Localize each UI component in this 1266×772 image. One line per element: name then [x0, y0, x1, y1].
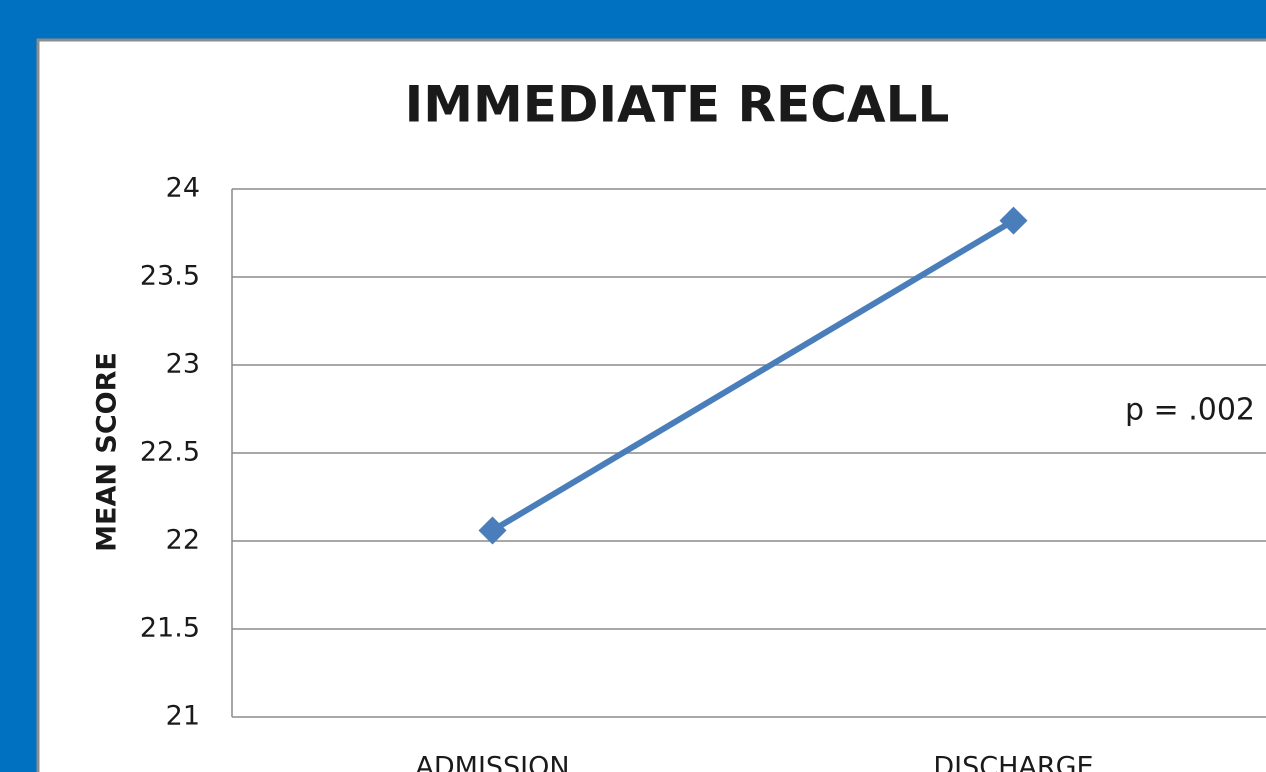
y-axis-label: MEAN SCORE	[92, 352, 123, 552]
x-tick-label: DISCHARGE	[933, 752, 1093, 772]
series-line	[490, 218, 1016, 534]
y-tick-label: 21	[166, 701, 200, 732]
y-tick-label: 22.5	[140, 437, 200, 468]
data-point	[478, 516, 507, 545]
data-point	[999, 206, 1028, 235]
y-tick-label: 22	[166, 525, 200, 556]
chart-title: IMMEDIATE RECALL	[405, 76, 950, 134]
y-tick-label: 23	[166, 349, 200, 380]
x-tick-label: ADMISSION	[415, 752, 569, 772]
y-tick-label: 21.5	[140, 613, 200, 644]
chart-panel	[36, 38, 1266, 772]
y-tick-label: 23.5	[140, 261, 200, 292]
annotation: p = .002	[1125, 393, 1255, 428]
y-tick-label: 24	[166, 173, 200, 204]
